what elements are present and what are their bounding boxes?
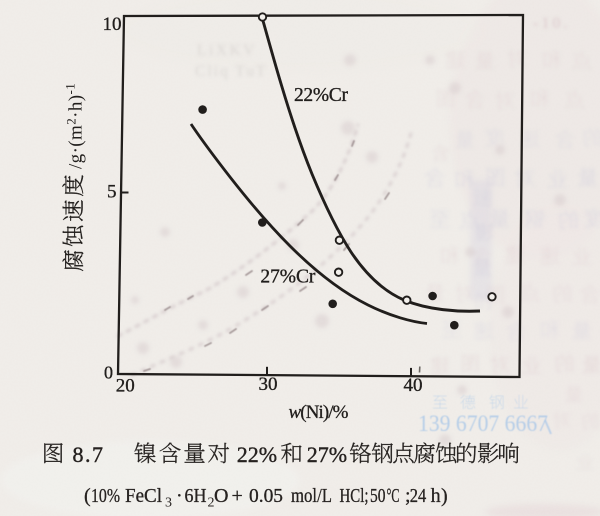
svg-text:FeCl: FeCl [125, 485, 162, 507]
svg-text:): ) [441, 485, 448, 507]
svg-text:10: 10 [103, 14, 122, 35]
svg-text:mol/L: mol/L [291, 485, 332, 507]
svg-text:5: 5 [107, 182, 117, 203]
svg-text:0: 0 [104, 363, 113, 383]
svg-text:20: 20 [116, 376, 135, 397]
svg-text:Cliq TuT: Cliq TuT [195, 63, 267, 80]
svg-text:10%: 10% [91, 485, 120, 507]
svg-text:139 6707 6667: 139 6707 6667 [418, 411, 548, 436]
svg-text:(: ( [84, 485, 91, 507]
svg-text:h: h [431, 485, 441, 507]
svg-text:24: 24 [410, 485, 427, 507]
svg-text:+: + [232, 485, 243, 507]
svg-text:0.05: 0.05 [249, 485, 283, 507]
svg-text:·: · [176, 485, 183, 507]
svg-text:50: 50 [370, 485, 386, 507]
svg-text:8.7: 8.7 [73, 442, 105, 467]
svg-text:22%Cr: 22%Cr [294, 85, 349, 106]
svg-text:/g·(m2·h)-1: /g·(m2·h)-1 [63, 83, 87, 169]
svg-text:;: ; [405, 485, 411, 507]
svg-text:-10.: -10. [533, 15, 570, 32]
svg-text:30: 30 [259, 374, 278, 395]
svg-text:6H: 6H [185, 485, 207, 507]
svg-text:3: 3 [165, 496, 172, 511]
svg-text:HCl;: HCl; [340, 485, 369, 507]
svg-text:°C: °C [387, 485, 400, 507]
svg-text:27%: 27% [307, 442, 347, 467]
svg-text:2: 2 [208, 496, 215, 511]
svg-text:22%: 22% [237, 442, 277, 467]
svg-text:27%Cr: 27%Cr [260, 267, 316, 288]
svg-text:O: O [214, 485, 228, 507]
svg-text:LiXKV: LiXKV [197, 42, 257, 59]
svg-text:40: 40 [404, 375, 423, 396]
svg-text:w(Ni)/%: w(Ni)/% [289, 402, 349, 423]
